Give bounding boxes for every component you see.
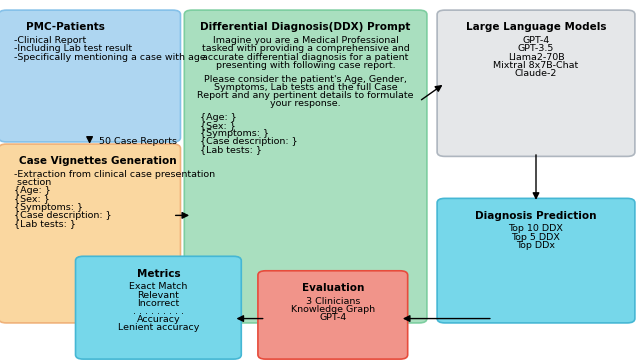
Text: Imagine you are a Medical Professional: Imagine you are a Medical Professional (212, 36, 399, 45)
Text: {Symptoms: }: {Symptoms: } (14, 203, 83, 212)
Text: Top 10 DDX: Top 10 DDX (509, 224, 563, 233)
Text: -Including Lab test result: -Including Lab test result (14, 45, 132, 53)
Text: -Clinical Report: -Clinical Report (14, 36, 86, 45)
Text: {Symptoms: }: {Symptoms: } (200, 129, 269, 138)
Text: 3 Clinicians: 3 Clinicians (306, 297, 360, 306)
Text: Metrics: Metrics (136, 269, 180, 279)
Text: {Sex: }: {Sex: } (200, 121, 236, 130)
Text: Lenient accuracy: Lenient accuracy (118, 323, 199, 332)
FancyBboxPatch shape (437, 198, 635, 323)
Text: Evaluation: Evaluation (301, 283, 364, 293)
Text: GPT-3.5: GPT-3.5 (518, 45, 554, 53)
Text: Please consider the patient's Age, Gender,: Please consider the patient's Age, Gende… (204, 75, 407, 84)
FancyBboxPatch shape (258, 271, 408, 359)
FancyBboxPatch shape (184, 10, 427, 323)
FancyBboxPatch shape (76, 256, 241, 359)
FancyBboxPatch shape (0, 144, 180, 323)
Text: section: section (14, 178, 51, 187)
Text: Mixtral 8x7B-Chat: Mixtral 8x7B-Chat (493, 61, 579, 70)
Text: -Specifically mentioning a case with age: -Specifically mentioning a case with age (14, 52, 206, 62)
Text: Llama2-70B: Llama2-70B (508, 52, 564, 62)
Text: {Sex: }: {Sex: } (14, 195, 50, 203)
Text: accurate differential diagnosis for a patient: accurate differential diagnosis for a pa… (202, 52, 409, 62)
Text: {Age: }: {Age: } (200, 113, 236, 122)
Text: GPT-4: GPT-4 (319, 313, 346, 322)
Text: {Case description: }: {Case description: } (200, 138, 298, 146)
Text: tasked with providing a comprehensive and: tasked with providing a comprehensive an… (202, 45, 410, 53)
Text: presenting with following case report.: presenting with following case report. (216, 61, 396, 70)
FancyBboxPatch shape (437, 10, 635, 156)
Text: Diagnosis Prediction: Diagnosis Prediction (476, 211, 596, 221)
Text: Claude-2: Claude-2 (515, 69, 557, 78)
Text: Incorrect: Incorrect (137, 299, 180, 308)
Text: {Lab tests: }: {Lab tests: } (14, 219, 76, 228)
Text: Knowledge Graph: Knowledge Graph (291, 305, 375, 314)
Text: Symptoms, Lab tests and the full Case: Symptoms, Lab tests and the full Case (214, 83, 397, 92)
Text: Differential Diagnosis(DDX) Prompt: Differential Diagnosis(DDX) Prompt (200, 22, 411, 33)
Text: GPT-4: GPT-4 (522, 36, 550, 45)
Text: . . . . . . . . .: . . . . . . . . . (133, 307, 184, 316)
Text: {Lab tests: }: {Lab tests: } (200, 146, 262, 155)
Text: {Age: }: {Age: } (14, 186, 51, 195)
Text: Exact Match: Exact Match (129, 282, 188, 291)
Text: Case Vignettes Generation: Case Vignettes Generation (19, 156, 177, 167)
Text: Report and any pertinent details to formulate: Report and any pertinent details to form… (197, 91, 414, 100)
Text: PMC-Patients: PMC-Patients (26, 22, 104, 33)
Text: Relevant: Relevant (138, 291, 179, 299)
Text: -Extraction from clinical case presentation: -Extraction from clinical case presentat… (14, 170, 215, 179)
Text: 50 Case Reports: 50 Case Reports (99, 137, 177, 146)
Text: Large Language Models: Large Language Models (466, 22, 606, 33)
Text: Top 5 DDX: Top 5 DDX (511, 233, 561, 241)
Text: Top DDx: Top DDx (516, 241, 556, 250)
Text: your response.: your response. (270, 99, 341, 108)
Text: {Case description: }: {Case description: } (14, 211, 112, 220)
Text: Accuracy: Accuracy (136, 315, 180, 324)
FancyBboxPatch shape (0, 10, 180, 142)
